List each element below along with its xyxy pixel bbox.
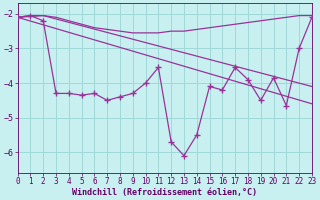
X-axis label: Windchill (Refroidissement éolien,°C): Windchill (Refroidissement éolien,°C): [72, 188, 257, 197]
